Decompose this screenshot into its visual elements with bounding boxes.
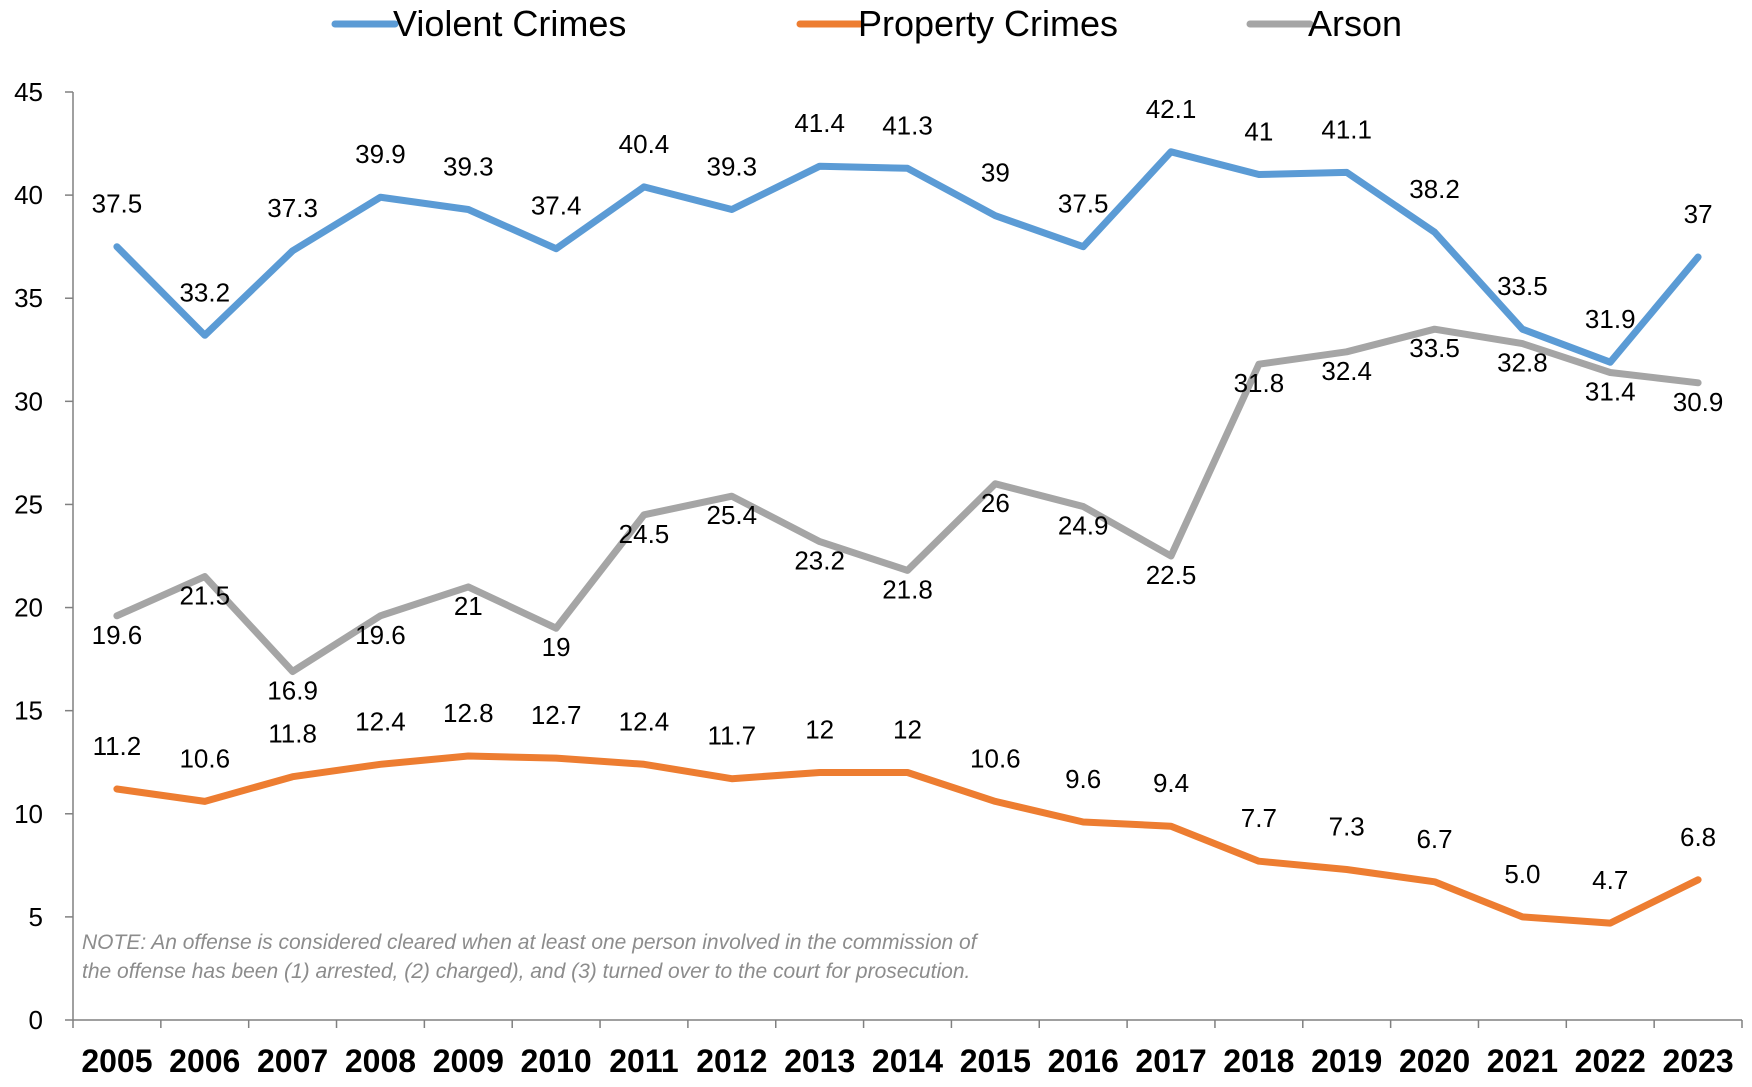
y-tick-label: 20 [14, 593, 43, 623]
data-label: 7.3 [1329, 811, 1365, 841]
chart-note: NOTE: An offense is considered cleared w… [82, 931, 977, 983]
data-label: 11.2 [93, 731, 142, 761]
data-label: 21 [454, 591, 483, 621]
data-label: 9.4 [1153, 768, 1189, 798]
y-tick-label: 10 [14, 799, 43, 829]
data-label: 42.1 [1146, 94, 1197, 124]
data-label: 12.8 [443, 698, 494, 728]
data-label: 37 [1684, 199, 1713, 229]
y-tick-label: 30 [14, 386, 43, 416]
data-label: 7.7 [1241, 803, 1277, 833]
data-label: 19.6 [355, 620, 406, 650]
x-tick-label: 2008 [345, 1043, 416, 1079]
data-label: 31.8 [1234, 368, 1285, 398]
x-tick-label: 2014 [872, 1043, 943, 1079]
x-tick-label: 2013 [784, 1043, 855, 1079]
series-line-violent-crimes [113, 148, 1702, 366]
y-tick-label: 0 [29, 1005, 43, 1035]
data-label: 37.4 [531, 191, 582, 221]
data-label: 39 [981, 158, 1010, 188]
data-label: 12.4 [619, 706, 670, 736]
data-label: 23.2 [794, 546, 845, 576]
data-label: 37.5 [1058, 189, 1109, 219]
data-label: 6.8 [1680, 822, 1716, 852]
x-tick-label: 2006 [169, 1043, 240, 1079]
data-label: 22.5 [1146, 560, 1197, 590]
data-label: 41 [1244, 116, 1273, 146]
data-label: 12 [805, 715, 834, 745]
data-label: 6.7 [1416, 824, 1452, 854]
x-tick-label: 2005 [81, 1043, 152, 1079]
data-label: 16.9 [267, 675, 318, 705]
x-tick-label: 2010 [521, 1043, 592, 1079]
data-label: 39.3 [707, 152, 758, 182]
data-label: 11.7 [707, 721, 756, 751]
y-tick-label: 5 [29, 902, 43, 932]
y-tick-label: 45 [14, 77, 43, 107]
x-tick-label: 2017 [1135, 1043, 1206, 1079]
data-label: 21.5 [179, 581, 230, 611]
data-label: 38.2 [1409, 174, 1460, 204]
x-tick-label: 2007 [257, 1043, 328, 1079]
data-label: 31.4 [1585, 376, 1636, 406]
x-tick-label: 2021 [1487, 1043, 1558, 1079]
x-tick-label: 2012 [696, 1043, 767, 1079]
legend-label: Property Crimes [858, 3, 1118, 44]
data-label: 39.9 [355, 139, 406, 169]
data-label: 37.5 [92, 189, 143, 219]
legend-label: Violent Crimes [393, 3, 626, 44]
series-line-property-crimes [113, 752, 1702, 927]
data-labels: 37.5 33.2 37.3 39.9 39.3 37.4 40.4 39.3 41.4 41.3… [92, 94, 1724, 895]
x-tick-label: 2023 [1662, 1043, 1733, 1079]
data-label: 12 [893, 715, 922, 745]
data-label: 10.6 [179, 743, 230, 773]
x-tick-label: 2009 [433, 1043, 504, 1079]
x-tick-label: 2011 [609, 1043, 678, 1079]
data-label: 25.4 [707, 500, 758, 530]
y-tick-label: 35 [14, 283, 43, 313]
data-label: 30.9 [1673, 387, 1724, 417]
data-label: 31.9 [1585, 304, 1636, 334]
axes: 0 5 10 15 20 25 30 35 40 45 2005 2006 2007 2008 2009 20… [14, 77, 1743, 1079]
legend-label: Arson [1308, 3, 1402, 44]
data-label: 5.0 [1504, 859, 1540, 889]
data-label: 12.4 [355, 706, 406, 736]
data-label: 26 [981, 488, 1010, 518]
y-tick-label: 40 [14, 180, 43, 210]
data-label: 41.4 [794, 108, 845, 138]
x-tick-label: 2015 [960, 1043, 1031, 1079]
series-lines [113, 148, 1702, 927]
data-label: 24.5 [619, 519, 670, 549]
x-tick-label: 2016 [1048, 1043, 1119, 1079]
series-line-arson [113, 325, 1702, 675]
x-tick-label: 2020 [1399, 1043, 1470, 1079]
data-label: 9.6 [1065, 764, 1101, 794]
data-label: 40.4 [619, 129, 670, 159]
data-label: 33.5 [1497, 271, 1548, 301]
data-label: 19 [542, 632, 571, 662]
x-tick-label: 2019 [1311, 1043, 1382, 1079]
data-label: 21.8 [882, 574, 933, 604]
legend: Violent Crimes Property Crimes Arson [331, 3, 1402, 44]
data-label: 33.2 [179, 277, 230, 307]
x-tick-label: 2018 [1223, 1043, 1294, 1079]
data-label: 10.6 [970, 743, 1021, 773]
data-label: 4.7 [1592, 865, 1628, 895]
data-label: 24.9 [1058, 511, 1109, 541]
data-label: 11.8 [268, 719, 317, 749]
data-label: 32.4 [1321, 356, 1372, 386]
x-tick-label: 2022 [1575, 1043, 1646, 1079]
data-label: 32.8 [1497, 348, 1548, 378]
data-label: 41.1 [1321, 114, 1372, 144]
data-label: 19.6 [92, 620, 143, 650]
data-label: 12.7 [531, 700, 582, 730]
data-label: 33.5 [1409, 333, 1460, 363]
data-label: 37.3 [267, 193, 318, 223]
data-label: 39.3 [443, 152, 494, 182]
y-tick-label: 15 [14, 696, 43, 726]
data-label: 41.3 [882, 110, 933, 140]
y-tick-label: 25 [14, 489, 43, 519]
